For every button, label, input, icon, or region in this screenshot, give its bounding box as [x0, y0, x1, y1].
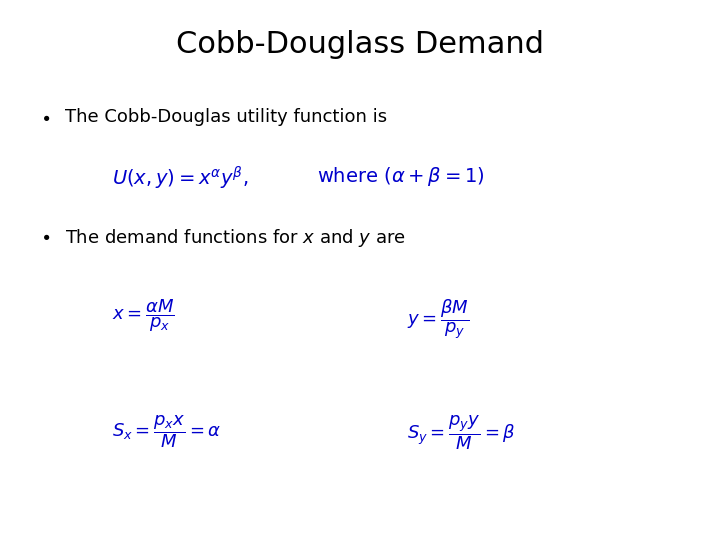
- Text: $\bullet$: $\bullet$: [40, 227, 50, 245]
- Text: $\bullet$: $\bullet$: [40, 108, 50, 126]
- Text: $U(x,y) = x^{\alpha}y^{\beta},$: $U(x,y) = x^{\alpha}y^{\beta},$: [112, 165, 248, 192]
- Text: Cobb-Douglass Demand: Cobb-Douglass Demand: [176, 30, 544, 59]
- Text: $S_y = \dfrac{p_y y}{M} = \beta$: $S_y = \dfrac{p_y y}{M} = \beta$: [407, 413, 516, 451]
- Text: The Cobb-Douglas utility function is: The Cobb-Douglas utility function is: [65, 108, 387, 126]
- Text: $y = \dfrac{\beta M}{p_y}$: $y = \dfrac{\beta M}{p_y}$: [407, 297, 469, 341]
- Text: The demand functions for $x$ and $y$ are: The demand functions for $x$ and $y$ are: [65, 227, 405, 249]
- Text: $x = \dfrac{\alpha M}{p_x}$: $x = \dfrac{\alpha M}{p_x}$: [112, 297, 174, 334]
- Text: where $(\alpha+\beta=1)$: where $(\alpha+\beta=1)$: [317, 165, 485, 188]
- Text: $S_x = \dfrac{p_x x}{M} = \alpha$: $S_x = \dfrac{p_x x}{M} = \alpha$: [112, 413, 221, 450]
